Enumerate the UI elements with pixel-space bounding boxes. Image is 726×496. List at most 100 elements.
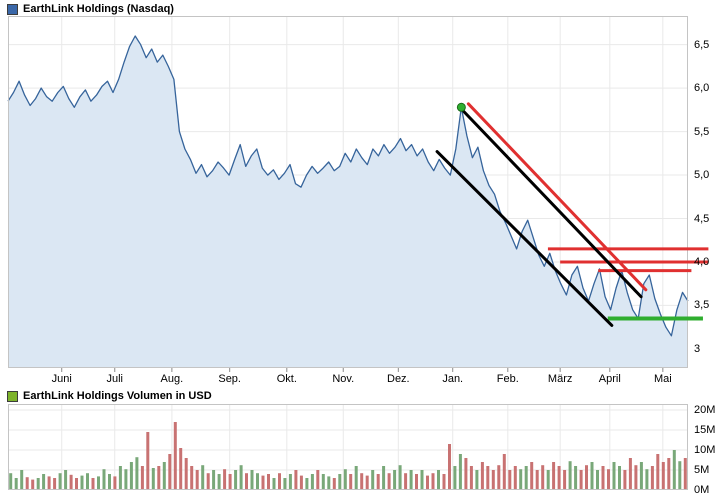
volume-bar <box>458 454 462 490</box>
volume-bar <box>420 470 424 490</box>
volume-bar <box>678 461 682 490</box>
volume-bar <box>47 476 51 490</box>
volume-bar <box>113 476 117 490</box>
volume-bar <box>491 470 495 490</box>
price-y-label-6: 6,0 <box>694 82 710 95</box>
x-axis-label-feb: Feb. <box>496 373 519 385</box>
x-axis-label-jan: Jan. <box>442 373 464 385</box>
volume-bar <box>36 478 40 490</box>
volume-bar <box>195 470 199 490</box>
price-chart-title: EarthLink Holdings (Nasdaq) <box>23 3 174 15</box>
volume-bar <box>250 470 254 490</box>
volume-bar <box>294 470 298 490</box>
price-y-label-3: 3 <box>694 342 701 355</box>
x-axis-label-aug: Aug. <box>160 373 184 385</box>
volume-bar <box>667 458 671 490</box>
volume-bar <box>672 450 676 490</box>
volume-bar <box>398 465 402 490</box>
volume-bar <box>261 475 265 490</box>
volume-chart-title: EarthLink Holdings Volumen in USD <box>23 390 212 402</box>
volume-bar <box>25 477 29 490</box>
volume-bar <box>437 470 440 490</box>
volume-bar <box>310 474 314 490</box>
volume-bar <box>360 473 364 490</box>
chart-annotations <box>435 102 709 327</box>
volume-bar <box>683 458 687 490</box>
price-y-label-5: 5,0 <box>694 169 710 182</box>
volume-bar <box>552 462 556 490</box>
volume-bar <box>645 469 649 490</box>
volume-bar <box>508 470 512 490</box>
x-axis-label-sep: Sep. <box>218 373 241 385</box>
volume-bar <box>267 474 270 490</box>
price-plot-area <box>7 16 709 372</box>
volume-bar <box>97 476 100 490</box>
volume-bar <box>69 474 73 490</box>
volume-bar <box>409 470 413 490</box>
volume-bar <box>453 466 457 490</box>
x-axis-tick-marks <box>61 368 664 372</box>
volume-y-label-5: 5M <box>694 464 710 476</box>
volume-bar <box>272 478 276 490</box>
volume-bar <box>480 462 484 490</box>
volume-bar <box>475 470 479 490</box>
volume-bar <box>497 465 501 490</box>
volume-bar <box>601 466 605 490</box>
price-y-label-5.5: 5,5 <box>694 125 710 138</box>
volume-chart-canvas <box>8 404 688 490</box>
volume-bar <box>118 466 122 490</box>
volume-bar <box>20 470 24 490</box>
pivot-high-marker <box>456 102 466 112</box>
volume-bar <box>206 473 210 490</box>
volume-bar <box>557 466 561 490</box>
volume-bar <box>184 458 188 490</box>
volume-bar <box>634 465 638 490</box>
volume-bar <box>541 465 545 490</box>
volume-bar <box>387 473 391 490</box>
volume-y-label-15: 15M <box>694 424 716 436</box>
volume-bars <box>9 422 687 490</box>
price-y-label-4.5: 4,5 <box>694 212 710 225</box>
volume-bar <box>86 473 89 490</box>
volume-bar <box>382 466 386 490</box>
volume-bar <box>31 479 35 490</box>
volume-bar <box>91 478 95 490</box>
volume-bar <box>53 478 57 490</box>
volume-bar <box>661 462 665 490</box>
volume-bar <box>486 466 490 490</box>
volume-bar <box>574 466 578 490</box>
volume-bar <box>618 466 621 490</box>
volume-bar <box>502 454 506 490</box>
price-y-label-6.5: 6,5 <box>694 38 710 51</box>
x-axis-label-märz: März <box>547 373 573 385</box>
volume-bar <box>349 474 353 490</box>
volume-bar <box>327 476 331 490</box>
volume-bar <box>628 458 632 490</box>
volume-bar <box>146 432 150 490</box>
lower-channel-trendline <box>435 150 614 327</box>
volume-bar <box>80 475 84 490</box>
volume-bar <box>639 462 643 490</box>
volume-bar <box>332 478 336 490</box>
volume-bar <box>108 474 111 490</box>
volume-bar <box>217 474 221 490</box>
volume-bar <box>524 466 528 490</box>
volume-bar <box>371 470 375 490</box>
volume-bar <box>239 465 243 490</box>
volume-bar <box>168 454 172 490</box>
volume-bar <box>234 470 238 490</box>
volume-bar <box>519 469 523 490</box>
volume-bar <box>404 473 408 490</box>
upper-channel-trendline <box>460 108 643 299</box>
volume-bar <box>464 458 468 490</box>
x-axis-label-juni: Juni <box>51 373 72 385</box>
volume-bar <box>513 466 517 490</box>
volume-bar <box>102 469 106 490</box>
price-line <box>7 35 689 337</box>
volume-bar <box>365 475 369 490</box>
volume-bar <box>656 454 660 490</box>
volume-bar <box>612 462 616 490</box>
volume-bar <box>376 474 380 490</box>
volume-bar <box>245 473 248 490</box>
